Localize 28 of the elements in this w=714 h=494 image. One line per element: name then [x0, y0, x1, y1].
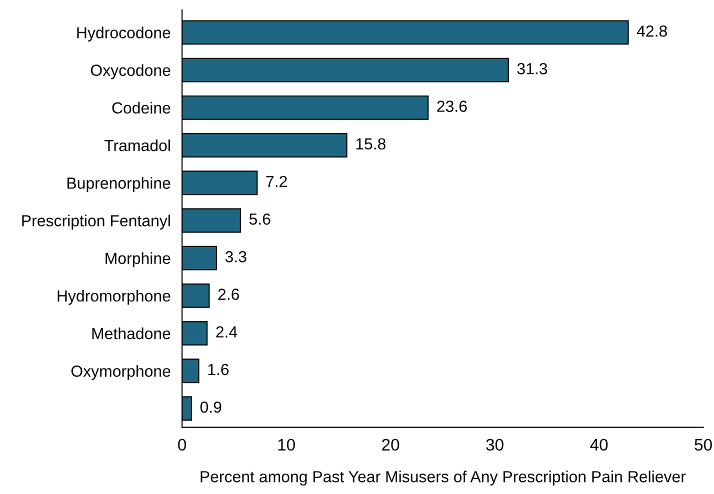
x-tick-label: 10	[278, 438, 295, 451]
x-tick-label: 30	[486, 438, 504, 451]
data-label: 31.3	[517, 63, 548, 74]
y-tick-label: Oxycodone	[90, 64, 170, 80]
data-label: 5.6	[249, 213, 270, 225]
y-tick-label: Hydrocodone	[77, 26, 170, 42]
y-tick-label: Buprenorphine	[67, 177, 170, 192]
y-tick-label: Methadone	[92, 328, 170, 340]
y-tick-label: Oxymorphone	[71, 365, 170, 380]
data-label: 0.9	[200, 401, 222, 413]
x-tick-label: 40	[590, 438, 608, 451]
x-tick-label: 50	[694, 438, 712, 451]
x-tick-label: 20	[382, 438, 400, 451]
data-label: 2.4	[216, 326, 238, 338]
y-tick-label: Tramadol	[104, 139, 170, 152]
data-label: 1.6	[208, 364, 229, 376]
y-tick-label: Prescription Fentanyl	[22, 214, 170, 230]
data-label: 7.2	[266, 176, 287, 187]
x-axis-title: Percent among Past Year Misusers of Any Prescription Pain Reliever	[200, 470, 686, 486]
y-tick-label: Morphine	[106, 252, 170, 268]
y-tick-label: Hydromorphone	[58, 290, 170, 305]
data-label: 15.8	[356, 138, 386, 150]
data-label: 2.6	[218, 288, 240, 300]
y-tick-label: Codeine	[112, 102, 170, 114]
data-label: 23.6	[437, 100, 467, 112]
x-tick-label: 0	[178, 438, 186, 451]
data-label: 3.3	[225, 251, 246, 262]
data-label: 42.8	[636, 25, 667, 37]
